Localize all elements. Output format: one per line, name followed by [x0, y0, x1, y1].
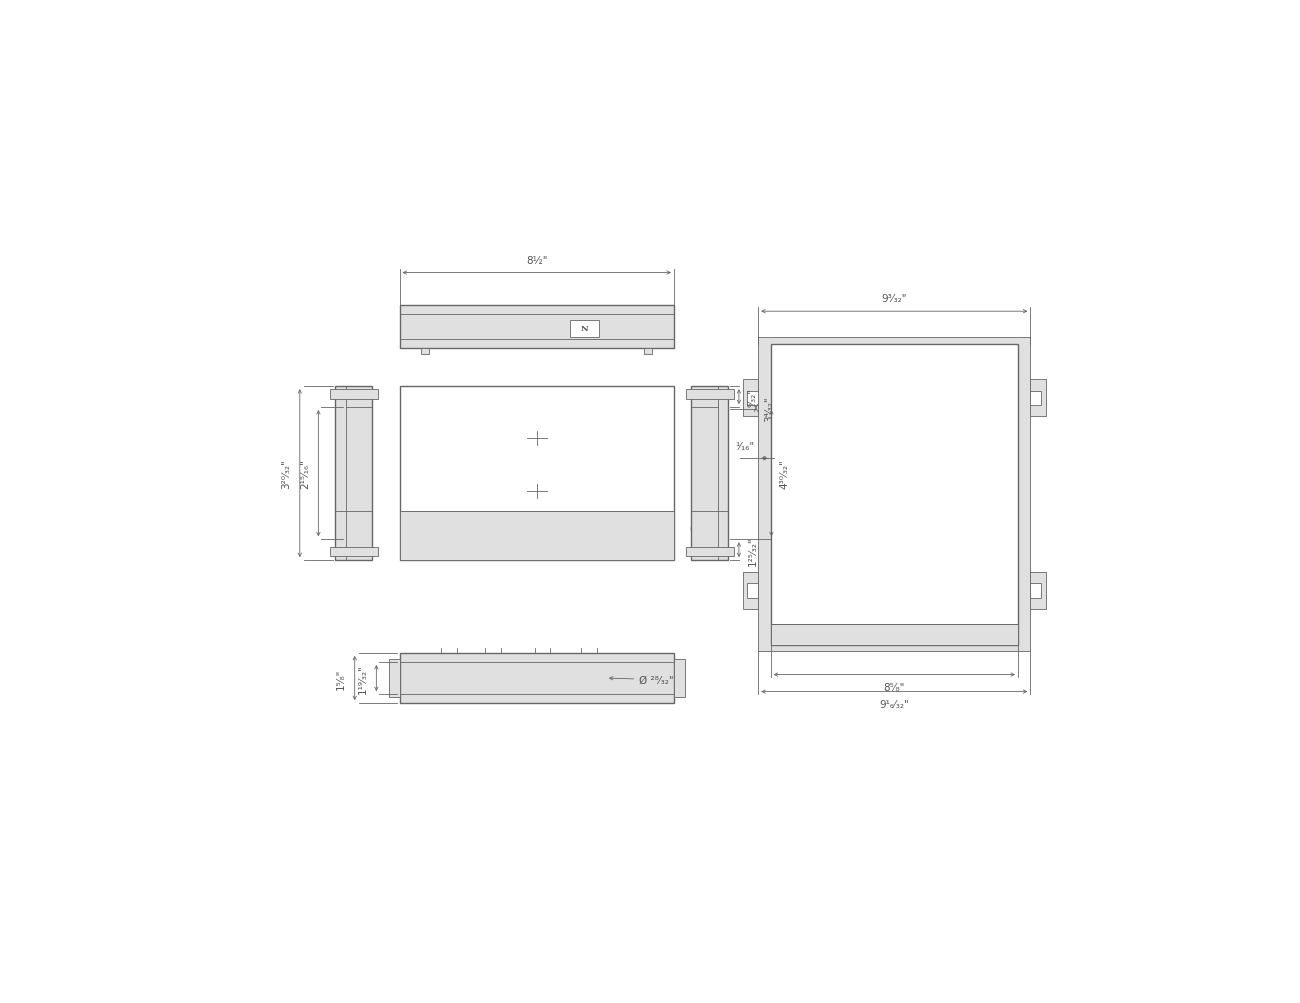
Bar — [399, 512, 673, 561]
Bar — [330, 390, 378, 399]
Bar — [673, 659, 685, 697]
Bar — [747, 391, 758, 406]
Bar — [771, 344, 1018, 646]
Text: 1¹⁹⁄₃₂": 1¹⁹⁄₃₂" — [358, 664, 368, 693]
Text: 9¹₆⁄₃₂": 9¹₆⁄₃₂" — [879, 700, 909, 709]
Bar — [421, 348, 429, 354]
Bar — [1031, 573, 1045, 610]
Bar — [692, 387, 728, 561]
Bar — [399, 653, 673, 703]
Bar — [399, 387, 673, 561]
Text: 4³⁰⁄₃₂": 4³⁰⁄₃₂" — [780, 458, 790, 488]
Text: 1⁵⁄₈": 1⁵⁄₈" — [337, 668, 346, 689]
Bar — [1031, 380, 1045, 417]
Bar — [645, 348, 653, 354]
Bar — [747, 584, 758, 599]
Bar — [399, 306, 673, 348]
Text: 8½": 8½" — [526, 256, 547, 266]
Text: 2¹⁵⁄₁₆": 2¹⁵⁄₁₆" — [300, 458, 309, 488]
Text: 1²⁵⁄₃₂": 1²⁵⁄₃₂" — [747, 536, 758, 565]
Bar — [742, 380, 758, 417]
Text: 9³⁄₃₂": 9³⁄₃₂" — [881, 294, 907, 304]
Bar — [685, 548, 733, 557]
Bar — [742, 573, 758, 610]
Bar — [335, 387, 373, 561]
Bar — [758, 338, 1031, 652]
Bar — [771, 625, 1018, 646]
Text: 3²⁰⁄₃₂": 3²⁰⁄₃₂" — [281, 458, 291, 488]
Text: ⁶⁄₃₂": ⁶⁄₃₂" — [747, 388, 758, 407]
Text: 8⁵⁄₈": 8⁵⁄₈" — [884, 683, 905, 693]
Bar — [330, 548, 378, 557]
Bar — [389, 659, 399, 697]
Bar — [685, 390, 733, 399]
Text: N: N — [581, 325, 588, 333]
Bar — [569, 321, 599, 338]
Text: 3⁴⁄₃₂": 3⁴⁄₃₂" — [764, 396, 775, 421]
Bar — [1031, 391, 1041, 406]
Text: Ø ²⁸⁄₃₂": Ø ²⁸⁄₃₂" — [610, 675, 673, 685]
Text: ¹⁄₁₆": ¹⁄₁₆" — [736, 442, 754, 451]
Bar — [1031, 584, 1041, 599]
